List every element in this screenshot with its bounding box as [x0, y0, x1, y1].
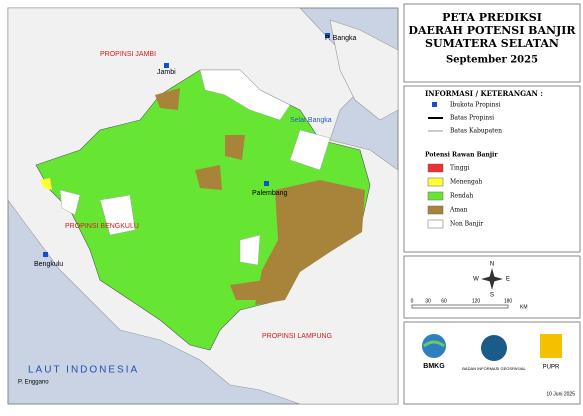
- compass: N: [490, 262, 494, 268]
- legend-swatch: [427, 177, 444, 187]
- map-label: Selat Bangka: [290, 117, 332, 124]
- legend-label: Ibukota Propinsi: [450, 102, 500, 109]
- map-label: Bengkulu: [34, 261, 63, 268]
- legend-swatch: [427, 205, 444, 215]
- map-label: PROPINSI LAMPUNG: [262, 333, 332, 340]
- scale-bar: [411, 304, 509, 309]
- legend-swatch: [427, 191, 444, 201]
- compass-box: N S E W 0 30 60 120 180 KM: [403, 255, 581, 319]
- legend-label: Non Banjir: [450, 221, 483, 228]
- date: 10 Juni 2025: [546, 391, 575, 397]
- map-label: P. Enggano: [18, 380, 49, 386]
- logo-text: BADAN INFORMASI GEOSPASIAL: [462, 366, 526, 371]
- legend-label: Tinggi: [450, 165, 469, 172]
- title: DAERAH POTENSI BANJIR: [408, 24, 576, 37]
- legend-label: Batas Propinsi: [450, 115, 494, 122]
- legend-heading: INFORMASI / KETERANGAN :: [425, 89, 543, 98]
- legend-swatch: [427, 163, 444, 173]
- map-label: Palembang: [252, 190, 288, 197]
- title-box: PETA PREDIKSI DAERAH POTENSI BANJIR SUMA…: [403, 3, 581, 83]
- compass: W: [473, 277, 479, 283]
- legend-heading: Potensi Rawan Banjir: [425, 152, 498, 159]
- logo-text: PUPR: [543, 365, 560, 371]
- map: P. Bangka PROPINSI JAMBI Jambi Selat Ban…: [7, 7, 399, 405]
- legend-swatch: [427, 219, 444, 229]
- map-label: P. Bangka: [325, 35, 357, 42]
- period: September 2025: [446, 55, 538, 66]
- title: SUMATERA SELATAN: [425, 37, 559, 50]
- scale-label: 120: [472, 298, 481, 304]
- logo-text: BMKG: [423, 363, 445, 370]
- map-label: Jambi: [157, 69, 176, 76]
- map-label: PROPINSI JAMBI: [100, 51, 156, 58]
- scale-label: 0: [411, 298, 414, 304]
- compass: E: [506, 277, 510, 283]
- legend: INFORMASI / KETERANGAN : Ibukota Propins…: [403, 85, 581, 253]
- legend-label: Batas Kabupaten: [450, 128, 502, 135]
- legend-label: Menengah: [450, 179, 482, 186]
- scale-label: 30: [425, 298, 431, 304]
- logo-box: BMKG BADAN INFORMASI GEOSPASIAL PUPR 10 …: [403, 321, 581, 405]
- scale-unit: KM: [520, 304, 528, 310]
- scale-label: 60: [441, 298, 447, 304]
- map-label: LAUT INDONESIA: [28, 365, 139, 376]
- legend-label: Rendah: [450, 193, 473, 200]
- scale-label: 180: [504, 298, 513, 304]
- compass: S: [490, 293, 494, 299]
- title: PETA PREDIKSI: [442, 11, 542, 24]
- legend-label: Aman: [449, 207, 468, 214]
- map-label: PROPINSI BENGKULU: [65, 223, 139, 230]
